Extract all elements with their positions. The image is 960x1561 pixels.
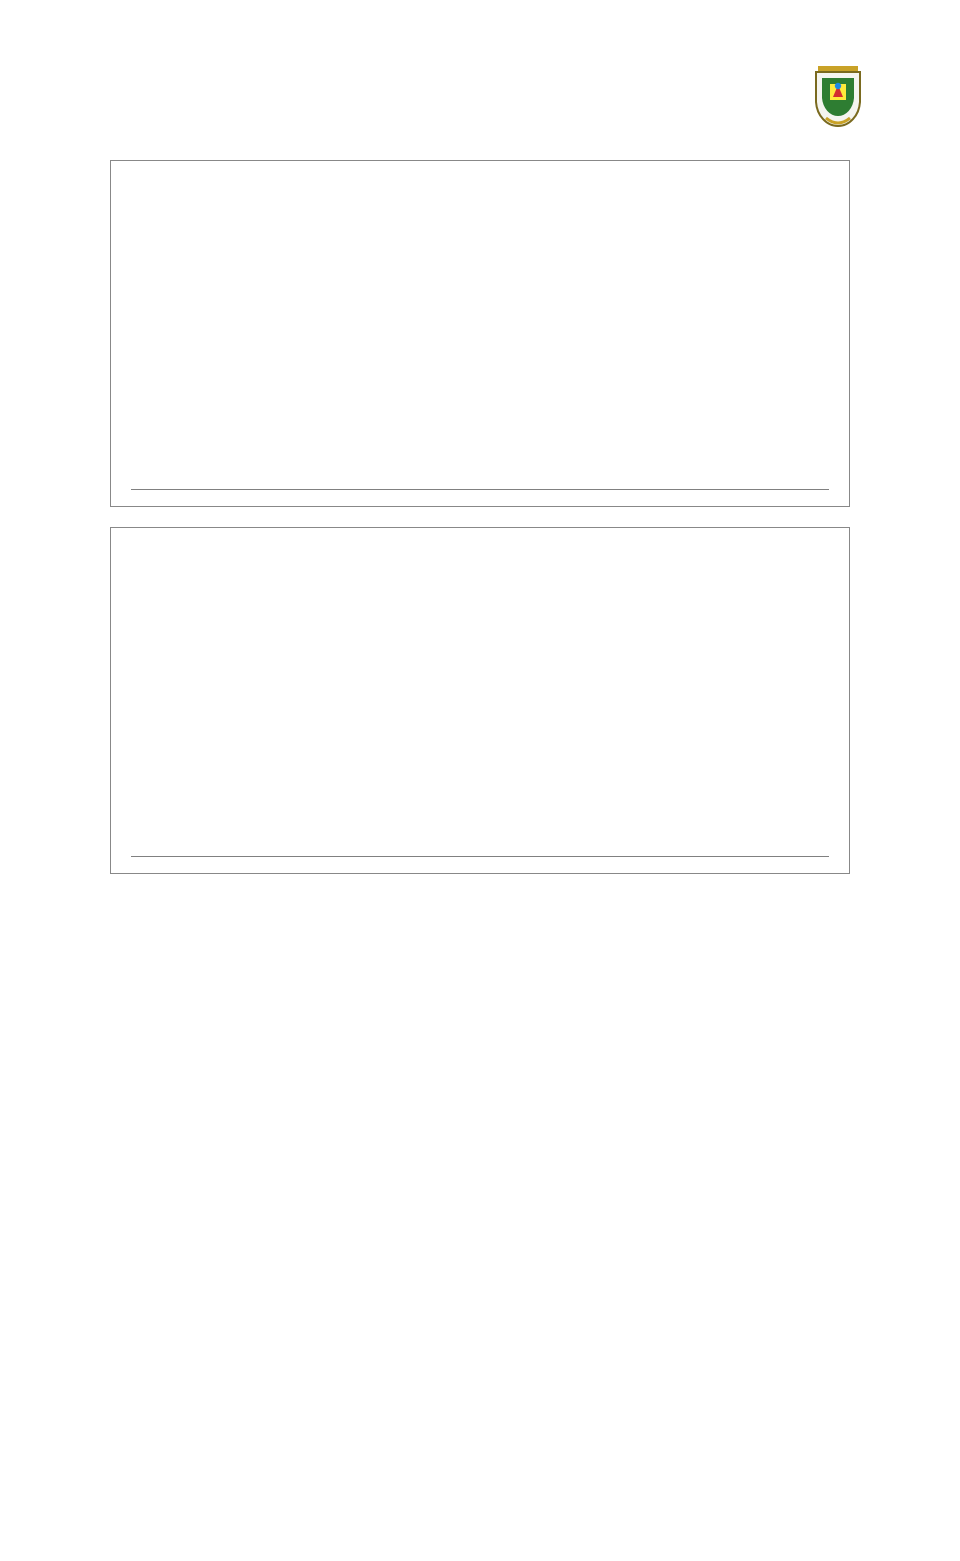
- chart1-svg: [131, 171, 829, 481]
- state-crest-icon: [808, 60, 868, 130]
- chart1-box: [110, 160, 850, 507]
- parana-logo: [808, 60, 880, 130]
- chart1-legend: [131, 489, 829, 500]
- chart2-box: [110, 527, 850, 874]
- document-page: [0, 0, 960, 934]
- chart2-svg: [131, 538, 829, 848]
- header-logo-area: [80, 60, 880, 130]
- chart2-legend: [131, 856, 829, 867]
